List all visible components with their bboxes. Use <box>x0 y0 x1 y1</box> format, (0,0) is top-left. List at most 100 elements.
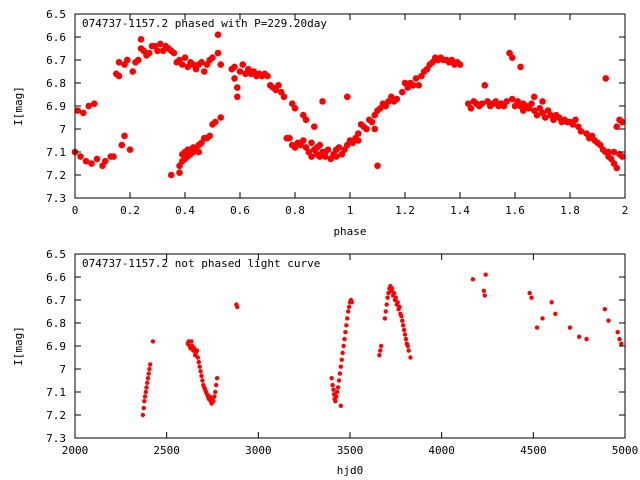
y-tick-label: 7.2 <box>46 409 66 422</box>
data-point <box>291 105 299 112</box>
data-point <box>217 114 225 121</box>
data-point <box>280 93 288 101</box>
data-point <box>115 59 123 66</box>
data-point <box>602 75 610 82</box>
y-tick-label: 6.8 <box>46 317 66 330</box>
data-point <box>401 327 407 333</box>
data-point <box>343 93 351 101</box>
data-point <box>530 93 538 101</box>
data-point <box>384 302 389 307</box>
x-tick-label: 2000 <box>62 444 89 457</box>
data-point <box>145 380 150 385</box>
data-point <box>79 109 87 117</box>
data-point <box>517 63 524 71</box>
data-point <box>233 93 241 101</box>
data-point <box>88 160 95 167</box>
data-point <box>150 339 156 344</box>
phased-y-tick-labels: 6.5 6.6 6.7 6.8 6.9 7 7.1 7.2 7.3 <box>46 8 66 205</box>
data-point <box>308 139 315 147</box>
data-point <box>412 75 420 82</box>
y-tick-label: 6.6 <box>46 31 66 44</box>
data-point <box>85 102 93 110</box>
data-point <box>332 153 340 160</box>
data-point <box>213 382 219 388</box>
data-point <box>235 304 240 310</box>
data-point <box>619 341 624 346</box>
data-point <box>613 164 621 172</box>
data-point <box>378 343 384 349</box>
data-point <box>605 148 612 156</box>
data-point <box>236 68 244 75</box>
data-point <box>508 54 516 61</box>
data-point <box>199 373 204 379</box>
data-point <box>212 394 217 399</box>
data-point <box>217 61 225 68</box>
unphased-data-points <box>140 272 624 418</box>
data-point <box>415 82 423 89</box>
data-point <box>618 153 626 160</box>
data-point <box>541 114 549 121</box>
y-tick-label: 7.2 <box>46 169 66 182</box>
x-tick-label: 0.4 <box>175 204 195 217</box>
data-point <box>382 316 388 321</box>
data-point <box>346 304 352 310</box>
data-point <box>324 146 332 153</box>
y-tick-label: 6.9 <box>46 100 66 113</box>
data-point <box>331 387 336 392</box>
y-tick-label: 6.8 <box>46 77 66 90</box>
data-point <box>167 171 175 179</box>
data-point <box>406 348 411 353</box>
data-point <box>400 318 405 323</box>
unphased-plot-title: 074737-1157.2 not phased light curve <box>82 257 320 270</box>
data-point <box>146 371 151 376</box>
x-tick-label: 0.6 <box>230 204 250 217</box>
data-point <box>206 132 214 140</box>
data-point <box>391 290 397 296</box>
data-point <box>170 49 178 57</box>
data-point <box>335 144 343 151</box>
data-point <box>121 132 128 140</box>
y-tick-label: 7 <box>59 363 66 376</box>
data-point <box>196 359 201 365</box>
data-point <box>336 378 342 383</box>
data-point <box>482 293 487 298</box>
data-point <box>613 123 621 130</box>
data-point <box>137 36 145 43</box>
y-tick-label: 6.7 <box>46 294 66 307</box>
data-point <box>198 369 203 374</box>
data-point <box>178 61 186 68</box>
x-tick-label: 1.4 <box>450 204 470 217</box>
unphased-y-tick-labels: 6.5 6.6 6.7 6.8 6.9 7 7.1 7.2 7.3 <box>46 248 66 445</box>
data-point <box>374 162 381 170</box>
data-point <box>264 72 271 80</box>
data-point <box>144 385 149 390</box>
data-point <box>393 295 399 300</box>
data-point <box>308 153 315 160</box>
data-point <box>176 169 183 176</box>
data-point <box>481 82 489 89</box>
unphased-axis-ticks <box>74 253 626 439</box>
data-point <box>345 316 350 321</box>
data-point <box>363 125 370 133</box>
x-tick-label: 3500 <box>337 444 364 457</box>
data-point <box>483 272 488 277</box>
y-tick-label: 6.5 <box>46 8 66 21</box>
data-point <box>503 98 511 105</box>
y-tick-label: 7 <box>59 123 66 136</box>
data-point <box>345 309 351 314</box>
data-point <box>142 394 148 399</box>
data-point <box>275 82 282 89</box>
y-tick-label: 7.1 <box>46 386 66 399</box>
data-point <box>334 389 340 395</box>
data-point <box>403 336 409 342</box>
x-tick-label: 0 <box>72 204 79 217</box>
data-point <box>529 295 534 300</box>
data-point <box>340 350 345 356</box>
data-point <box>142 399 147 404</box>
phased-x-tick-labels: 0 0.2 0.4 0.6 0.8 1 1.2 1.4 1.6 1.8 2 <box>72 204 629 217</box>
data-point <box>385 295 390 300</box>
data-point <box>508 95 516 103</box>
data-point <box>195 148 203 156</box>
data-point <box>286 134 293 142</box>
